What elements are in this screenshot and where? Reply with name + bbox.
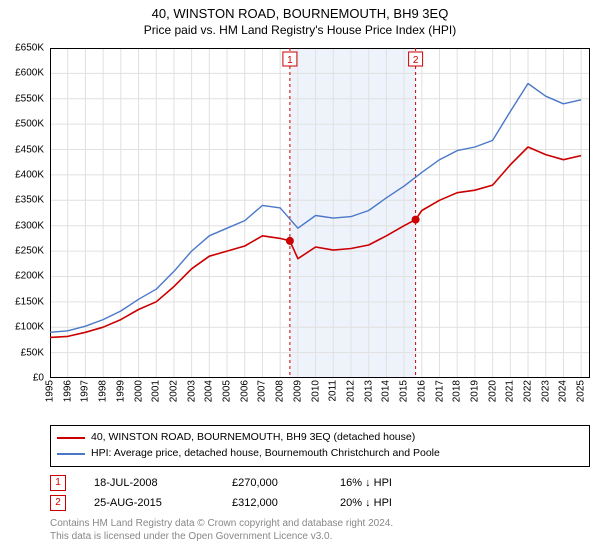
chart-title: 40, WINSTON ROAD, BOURNEMOUTH, BH9 3EQ <box>0 0 600 21</box>
y-tick-label: £600K <box>15 68 44 79</box>
transaction-badge: 1 <box>50 475 66 491</box>
legend-item-property: 40, WINSTON ROAD, BOURNEMOUTH, BH9 3EQ (… <box>57 430 583 446</box>
x-tick-label: 2005 <box>222 380 233 402</box>
x-tick-label: 2015 <box>399 380 410 402</box>
y-tick-label: £550K <box>15 93 44 104</box>
y-tick-label: £0 <box>33 373 44 384</box>
x-tick-label: 2016 <box>416 380 427 402</box>
y-tick-label: £200K <box>15 271 44 282</box>
y-tick-label: £300K <box>15 220 44 231</box>
x-tick-label: 2007 <box>257 380 268 402</box>
legend-label-property: 40, WINSTON ROAD, BOURNEMOUTH, BH9 3EQ (… <box>91 430 415 446</box>
x-tick-label: 2011 <box>328 380 339 402</box>
y-axis-labels: £0£50K£100K£150K£200K£250K£300K£350K£400… <box>0 48 48 378</box>
transaction-diff: 20% ↓ HPI <box>340 497 450 509</box>
x-tick-label: 2020 <box>487 380 498 402</box>
transaction-badge: 2 <box>50 495 66 511</box>
x-tick-label: 2012 <box>345 380 356 402</box>
transaction-price: £312,000 <box>232 497 312 509</box>
transaction-diff: 16% ↓ HPI <box>340 477 450 489</box>
x-tick-label: 2000 <box>133 380 144 402</box>
legend-swatch-hpi <box>57 453 85 455</box>
transaction-date: 25-AUG-2015 <box>94 497 204 509</box>
x-tick-label: 2019 <box>469 380 480 402</box>
x-tick-label: 2025 <box>576 380 587 402</box>
y-tick-label: £350K <box>15 195 44 206</box>
y-tick-label: £100K <box>15 322 44 333</box>
y-tick-label: £650K <box>15 43 44 54</box>
x-tick-label: 2017 <box>434 380 445 402</box>
x-tick-label: 2001 <box>151 380 162 402</box>
transaction-row: 1 18-JUL-2008 £270,000 16% ↓ HPI <box>50 475 590 491</box>
svg-text:1: 1 <box>287 55 293 66</box>
footer-line-1: Contains HM Land Registry data © Crown c… <box>50 517 590 531</box>
x-tick-label: 1995 <box>45 380 56 402</box>
x-tick-label: 2023 <box>540 380 551 402</box>
transaction-row: 2 25-AUG-2015 £312,000 20% ↓ HPI <box>50 495 590 511</box>
x-tick-label: 2010 <box>310 380 321 402</box>
footer: Contains HM Land Registry data © Crown c… <box>50 517 590 544</box>
x-tick-label: 2002 <box>168 380 179 402</box>
y-tick-label: £400K <box>15 169 44 180</box>
y-tick-label: £250K <box>15 246 44 257</box>
price-chart: 12 <box>50 48 590 378</box>
y-tick-label: £50K <box>21 347 44 358</box>
x-tick-label: 1999 <box>115 380 126 402</box>
y-tick-label: £150K <box>15 296 44 307</box>
x-tick-label: 2018 <box>452 380 463 402</box>
x-tick-label: 1996 <box>62 380 73 402</box>
transaction-date: 18-JUL-2008 <box>94 477 204 489</box>
x-tick-label: 1998 <box>98 380 109 402</box>
legend: 40, WINSTON ROAD, BOURNEMOUTH, BH9 3EQ (… <box>50 425 590 467</box>
x-tick-label: 1997 <box>80 380 91 402</box>
legend-label-hpi: HPI: Average price, detached house, Bour… <box>91 446 440 462</box>
x-tick-label: 2022 <box>523 380 534 402</box>
x-tick-label: 2009 <box>292 380 303 402</box>
y-tick-label: £450K <box>15 144 44 155</box>
legend-item-hpi: HPI: Average price, detached house, Bour… <box>57 446 583 462</box>
footer-line-2: This data is licensed under the Open Gov… <box>50 530 590 544</box>
x-tick-label: 2004 <box>204 380 215 402</box>
x-tick-label: 2014 <box>381 380 392 402</box>
x-tick-label: 2006 <box>239 380 250 402</box>
svg-text:2: 2 <box>413 55 419 66</box>
x-tick-label: 2024 <box>558 380 569 402</box>
x-tick-label: 2003 <box>186 380 197 402</box>
legend-swatch-property <box>57 437 85 439</box>
chart-subtitle: Price paid vs. HM Land Registry's House … <box>0 21 600 37</box>
x-axis-labels: 1995199619971998199920002001200220032004… <box>50 380 590 420</box>
x-tick-label: 2008 <box>275 380 286 402</box>
transactions-table: 1 18-JUL-2008 £270,000 16% ↓ HPI 2 25-AU… <box>50 475 590 511</box>
x-tick-label: 2021 <box>505 380 516 402</box>
transaction-price: £270,000 <box>232 477 312 489</box>
y-tick-label: £500K <box>15 119 44 130</box>
x-tick-label: 2013 <box>363 380 374 402</box>
legend-and-footer: 40, WINSTON ROAD, BOURNEMOUTH, BH9 3EQ (… <box>50 425 590 544</box>
